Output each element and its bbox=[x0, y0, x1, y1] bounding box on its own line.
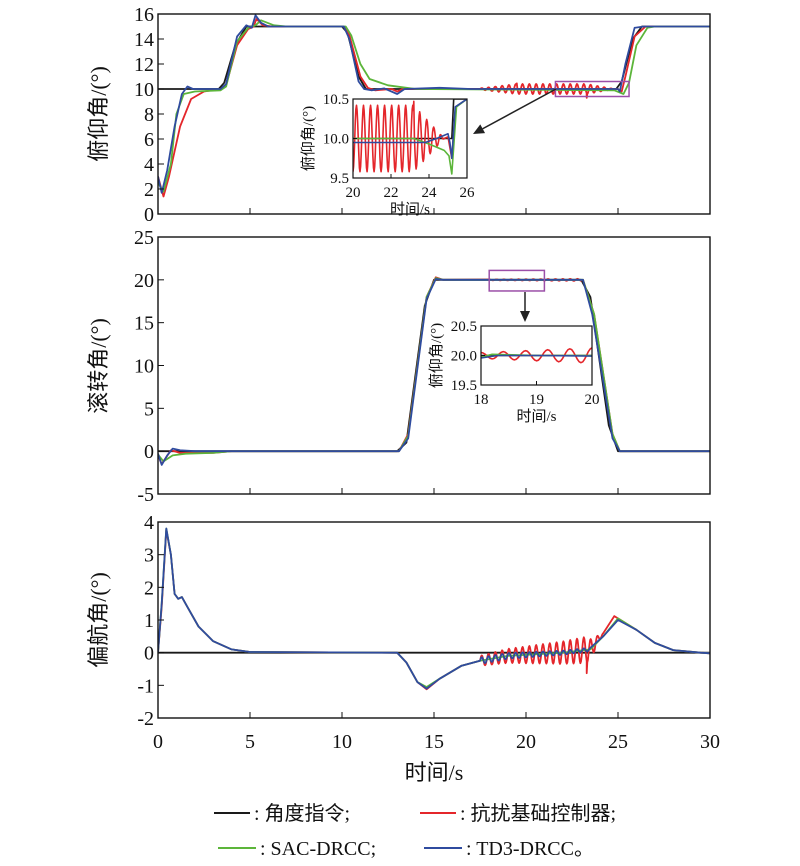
yaw-line-blue bbox=[158, 527, 710, 690]
roll-inset-series-group bbox=[481, 347, 592, 364]
pitch-inset-ylabel: 俯仰角/(°) bbox=[300, 106, 317, 171]
yaw-ytick-label: 4 bbox=[144, 512, 154, 534]
pitch-ytick-label: 8 bbox=[144, 104, 154, 126]
roll-inset-xtick-label: 18 bbox=[474, 392, 489, 408]
legend-label-blue: : TD3-DRCC。 bbox=[466, 838, 594, 860]
pitch-inset-xtick-label: 22 bbox=[384, 185, 399, 201]
pitch-ytick-label: 4 bbox=[144, 154, 154, 176]
roll-ytick-label: 25 bbox=[134, 227, 154, 249]
roll-ytick-label: 15 bbox=[134, 313, 154, 335]
yaw-ytick-label: 2 bbox=[144, 577, 154, 599]
pitch-inset-ytick-label: 10.0 bbox=[323, 132, 349, 148]
roll-ytick-label: -5 bbox=[137, 484, 154, 506]
pitch-inset-ytick-label: 10.5 bbox=[323, 92, 349, 108]
pitch-inset-xtick-label: 20 bbox=[346, 185, 361, 201]
yaw-ytick-label: -2 bbox=[137, 708, 154, 730]
roll-inset-ytick-label: 19.5 bbox=[451, 378, 477, 394]
yaw-xlabel: 时间/s bbox=[405, 760, 464, 785]
roll-ytick-label: 20 bbox=[134, 270, 154, 292]
pitch-inset-line-blue bbox=[353, 99, 467, 160]
pitch-inset-ytick-label: 9.5 bbox=[330, 171, 349, 187]
roll-ylabel: 滚转角/(°) bbox=[86, 318, 111, 414]
pitch-inset-series-group bbox=[353, 99, 467, 175]
roll-inset: 18 19 20 19.5 20.0 20.5 时间/s 俯仰角/(°) bbox=[428, 319, 600, 425]
roll-ytick-label: 0 bbox=[144, 441, 154, 463]
roll-inset-ytick-label: 20.0 bbox=[451, 349, 477, 365]
roll-ytick-label: 10 bbox=[134, 356, 154, 378]
yaw-series-group bbox=[158, 527, 710, 691]
pitch-series-group bbox=[158, 14, 710, 198]
panel-roll: -5 0 5 10 15 20 25 滚转角/(°) 18 19 20 19.5 20.0 20.5 时间/… bbox=[86, 227, 711, 506]
yaw-line-red bbox=[158, 529, 710, 691]
pitch-ytick-label: 10 bbox=[134, 79, 154, 101]
pitch-ytick-label: 0 bbox=[144, 204, 154, 226]
yaw-xtick-label: 25 bbox=[608, 731, 628, 753]
pitch-ytick-label: 6 bbox=[144, 129, 154, 151]
roll-zoom-arrow bbox=[520, 292, 530, 322]
roll-series-group bbox=[158, 276, 710, 466]
roll-inset-line-blue bbox=[481, 354, 592, 359]
yaw-ytick-label: 3 bbox=[144, 545, 154, 567]
roll-zoom-highlight-box bbox=[488, 269, 546, 292]
yaw-ytick-label: -1 bbox=[137, 675, 154, 697]
yaw-xtick-label: 15 bbox=[424, 731, 444, 753]
legend: : 角度指令; : 抗扰基础控制器; : SAC-DRCC; : TD3-DRC… bbox=[214, 802, 616, 860]
legend-label-red: : 抗扰基础控制器; bbox=[460, 802, 616, 825]
roll-ytick-label: 5 bbox=[144, 398, 154, 420]
roll-inset-xlabel: 时间/s bbox=[516, 408, 556, 425]
pitch-ytick-label: 16 bbox=[134, 4, 154, 26]
roll-inset-xtick-label: 20 bbox=[585, 392, 600, 408]
pitch-inset-xtick-label: 24 bbox=[422, 185, 438, 201]
yaw-xtick-label: 0 bbox=[153, 731, 163, 753]
pitch-inset-xtick-label: 26 bbox=[460, 185, 476, 201]
yaw-xtick-label: 5 bbox=[245, 731, 255, 753]
yaw-ylabel: 偏航角/(°) bbox=[86, 572, 111, 668]
roll-inset-xtick-label: 19 bbox=[529, 392, 544, 408]
pitch-zoom-arrow bbox=[473, 88, 557, 134]
legend-label-command: : 角度指令; bbox=[254, 802, 350, 825]
roll-inset-ylabel: 俯仰角/(°) bbox=[428, 323, 445, 388]
yaw-ytick-label: 1 bbox=[144, 610, 154, 632]
roll-inset-line-red bbox=[481, 347, 592, 364]
yaw-xtick-label: 20 bbox=[516, 731, 536, 753]
roll-inset-ytick-label: 20.5 bbox=[451, 319, 477, 335]
pitch-inset-xlabel: 时间/s bbox=[390, 201, 430, 218]
roll-line-blue bbox=[158, 278, 710, 466]
yaw-ytick-label: 0 bbox=[144, 643, 154, 665]
pitch-ytick-label: 14 bbox=[134, 29, 154, 51]
pitch-ytick-label: 2 bbox=[144, 179, 154, 201]
yaw-xtick-label: 30 bbox=[700, 731, 720, 753]
pitch-ylabel: 俯仰角/(°) bbox=[86, 66, 111, 162]
pitch-line-blue bbox=[158, 14, 710, 194]
panel-yaw: 0 5 10 15 20 25 30 -2 -1 0 1 2 3 4 偏航角/(°) 时间/s bbox=[86, 512, 720, 785]
yaw-line-green bbox=[158, 527, 710, 688]
legend-label-green: : SAC-DRCC; bbox=[260, 838, 376, 860]
pitch-inset: 20 22 24 26 9.5 10.0 10.5 时间/s 俯仰角/(°) bbox=[300, 92, 475, 218]
yaw-xtick-label: 10 bbox=[332, 731, 352, 753]
pitch-inset-line-green bbox=[353, 99, 467, 175]
pitch-ytick-label: 12 bbox=[134, 54, 154, 76]
yaw-frame bbox=[157, 521, 711, 719]
